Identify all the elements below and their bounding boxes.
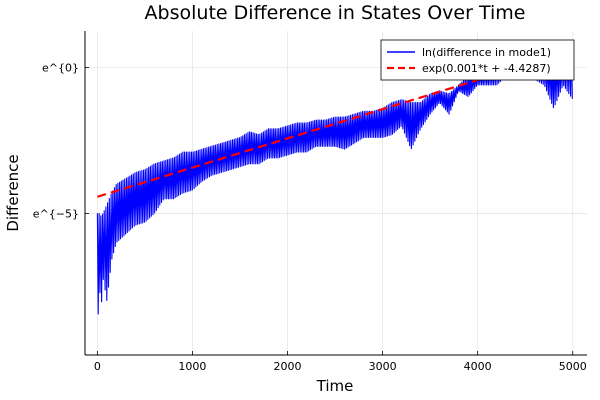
y-tick-label: e^{−5} <box>33 207 79 220</box>
legend-label-fit: exp(0.001*t + -4.4287) <box>422 62 551 75</box>
x-tick-label: 5000 <box>559 360 587 373</box>
y-tick-label: e^{0} <box>42 61 79 74</box>
axes <box>84 31 587 356</box>
ticks: 0 1000 2000 3000 4000 5000 e^{0} e^{−5} <box>33 61 587 373</box>
legend-label-mode1: ln(difference in mode1) <box>422 46 551 59</box>
x-tick-label: 4000 <box>464 360 492 373</box>
x-tick-label: 3000 <box>369 360 397 373</box>
chart-title: Absolute Difference in States Over Time <box>145 2 526 24</box>
legend-box <box>380 39 575 81</box>
x-tick-label: 2000 <box>274 360 302 373</box>
plot-area <box>96 40 574 315</box>
series-line-mode1 <box>96 40 573 315</box>
legend: ln(difference in mode1) exp(0.001*t + -4.… <box>380 39 575 81</box>
x-axis-label: Time <box>316 377 354 395</box>
x-tick-label: 1000 <box>178 360 206 373</box>
x-tick-label: 0 <box>94 360 101 373</box>
y-axis-label: Difference <box>4 154 22 231</box>
